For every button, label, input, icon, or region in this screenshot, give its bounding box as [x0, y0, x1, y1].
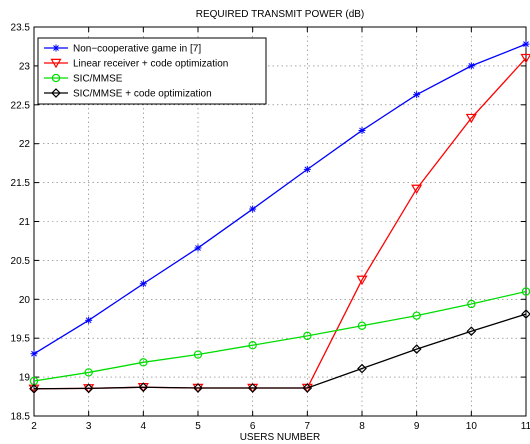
- data-point-asterisk: [30, 350, 38, 358]
- legend-label: Non−cooperative game in [7]: [73, 44, 201, 55]
- data-point-diamond: [521, 309, 530, 319]
- series-1: [28, 53, 530, 395]
- data-point-diamond: [411, 344, 422, 354]
- series-line-1: [33, 57, 527, 390]
- y-tick-label: 21.5: [11, 178, 31, 189]
- x-tick-label: 5: [195, 421, 201, 432]
- series-0: [30, 40, 530, 358]
- legend-entry: Linear receiver + code optimization: [44, 59, 228, 70]
- data-point-asterisk: [249, 205, 257, 213]
- x-tick-label: 2: [31, 421, 37, 432]
- data-point-diamond: [302, 383, 313, 393]
- data-point-diamond: [138, 382, 149, 393]
- y-tick-label: 22: [19, 139, 31, 150]
- x-tick-label: 9: [414, 421, 420, 432]
- data-point-asterisk: [52, 44, 60, 52]
- legend-entry: SIC/MMSE: [44, 74, 123, 85]
- y-tick-label: 20.5: [11, 256, 31, 267]
- data-point-diamond: [466, 326, 477, 337]
- y-tick-label: 22.5: [11, 100, 31, 111]
- data-point-diamond: [357, 363, 367, 374]
- x-tick-label: 3: [86, 421, 92, 432]
- data-point-triangle: [411, 184, 423, 195]
- data-point-asterisk: [522, 40, 530, 48]
- data-point-triangle: [356, 275, 368, 286]
- data-point-asterisk: [467, 62, 475, 70]
- series-line-3: [33, 313, 527, 390]
- data-point-asterisk: [85, 316, 93, 324]
- series-line-0: [33, 43, 527, 355]
- data-point-circle: [84, 368, 93, 377]
- legend-box: [37, 37, 267, 105]
- data-point-triangle: [520, 53, 530, 64]
- data-point-diamond: [51, 88, 61, 98]
- x-tick-label: 10: [466, 421, 478, 432]
- data-point-circle: [248, 341, 257, 350]
- grid-lines: [34, 27, 526, 416]
- y-tick-label: 19.5: [11, 334, 31, 345]
- data-point-asterisk: [358, 126, 366, 134]
- y-tick-label: 20: [19, 295, 31, 306]
- data-point-circle: [412, 311, 421, 320]
- y-tick-label: 23: [19, 61, 31, 72]
- legend-label: SIC/MMSE: [73, 74, 123, 85]
- data-point-asterisk: [413, 91, 421, 99]
- data-point-circle: [467, 299, 476, 309]
- series-line-2: [33, 290, 527, 382]
- data-point-triangle: [465, 113, 477, 124]
- y-tick-label: 19: [19, 373, 31, 384]
- x-tick-label: 11: [521, 421, 530, 432]
- y-tick-label: 21: [19, 217, 31, 228]
- legend: Non−cooperative game in [7] Linear receiv…: [37, 37, 267, 105]
- data-point-circle: [193, 350, 203, 359]
- data-point-circle: [139, 358, 148, 367]
- axis-ticks: 2 3 4 5 6 7 8 9 10 1118.51919.52020.52121.52222.5…: [11, 23, 530, 433]
- data-point-asterisk: [194, 244, 202, 252]
- data-point-diamond: [247, 383, 258, 393]
- series-2: [29, 287, 530, 386]
- x-axis-title: USERS NUMBER: [240, 432, 321, 443]
- data-point-diamond: [29, 383, 39, 394]
- y-tick-label: 23.5: [11, 23, 31, 34]
- x-tick-label: 8: [359, 421, 365, 432]
- data-point-circle: [303, 331, 312, 341]
- data-point-asterisk: [139, 280, 147, 288]
- series-3: [29, 309, 530, 394]
- series-lines: [28, 40, 530, 395]
- data-point-circle: [51, 73, 61, 83]
- data-point-asterisk: [303, 165, 311, 173]
- legend-label: Linear receiver + code optimization: [73, 59, 228, 70]
- legend-entry: Non−cooperative game in [7]: [44, 44, 201, 55]
- legend-label: SIC/MMSE + code optimization: [73, 89, 212, 100]
- data-point-diamond: [83, 383, 94, 394]
- data-point-triangle: [50, 58, 62, 69]
- data-point-circle: [357, 321, 367, 330]
- chart-title: REQUIRED TRANSMIT POWER (dB): [196, 9, 365, 20]
- legend-entry: SIC/MMSE + code optimization: [44, 88, 212, 100]
- y-tick-label: 18.5: [11, 412, 31, 423]
- x-tick-label: 6: [250, 421, 256, 432]
- x-tick-label: 7: [305, 421, 311, 432]
- data-point-diamond: [193, 383, 203, 393]
- x-tick-label: 4: [141, 421, 147, 432]
